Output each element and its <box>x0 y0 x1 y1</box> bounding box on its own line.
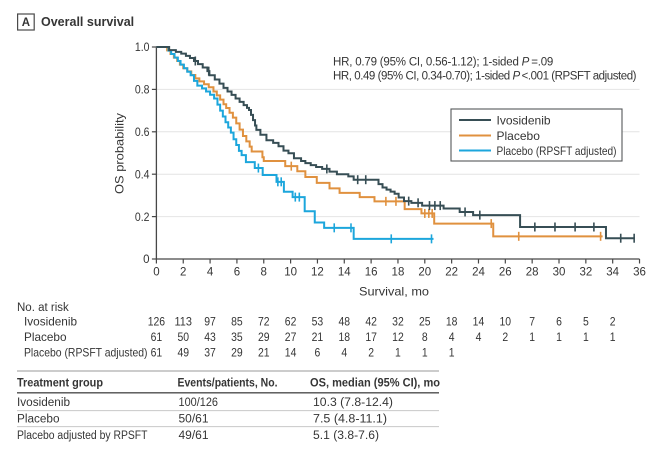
svg-text:43: 43 <box>204 330 216 344</box>
svg-text:4: 4 <box>207 266 214 278</box>
svg-text:1.0: 1.0 <box>135 42 150 54</box>
svg-text:21: 21 <box>312 330 324 344</box>
svg-text:32: 32 <box>579 266 592 278</box>
svg-text:14: 14 <box>473 314 485 328</box>
svg-text:10.3 (7.8-12.4): 10.3 (7.8-12.4) <box>313 397 393 409</box>
svg-text:Placebo adjusted by RPSFT: Placebo adjusted by RPSFT <box>17 430 148 442</box>
svg-text:21: 21 <box>258 346 270 360</box>
svg-text:20: 20 <box>418 266 431 278</box>
svg-text:5.1 (3.8-7.6): 5.1 (3.8-7.6) <box>313 430 379 442</box>
svg-text:1: 1 <box>610 330 616 344</box>
svg-text:2: 2 <box>610 314 616 328</box>
svg-text:49: 49 <box>177 346 189 360</box>
svg-text:97: 97 <box>204 314 216 328</box>
svg-text:49/61: 49/61 <box>179 430 209 442</box>
svg-text:12: 12 <box>311 266 324 278</box>
svg-text:Overall survival: Overall survival <box>41 15 134 29</box>
svg-text:72: 72 <box>258 314 270 328</box>
svg-text:27: 27 <box>285 330 297 344</box>
svg-text:18: 18 <box>338 330 350 344</box>
svg-text:0: 0 <box>143 254 149 266</box>
svg-text:32: 32 <box>392 314 404 328</box>
svg-text:Placebo (RPSFT adjusted): Placebo (RPSFT adjusted) <box>24 346 148 360</box>
svg-text:6: 6 <box>315 346 321 360</box>
svg-text:29: 29 <box>231 346 243 360</box>
svg-text:No. at risk: No. at risk <box>17 302 69 314</box>
svg-text:42: 42 <box>365 314 377 328</box>
svg-text:HR, 0.79 (95% CI, 0.56-1.12);: HR, 0.79 (95% CI, 0.56-1.12); 1-sided P … <box>333 57 553 69</box>
svg-text:48: 48 <box>338 314 350 328</box>
svg-text:5: 5 <box>583 314 589 328</box>
svg-text:36: 36 <box>633 266 646 278</box>
svg-text:18: 18 <box>392 266 405 278</box>
svg-text:Ivosidenib: Ivosidenib <box>497 114 551 128</box>
svg-text:53: 53 <box>312 314 324 328</box>
svg-text:62: 62 <box>285 314 297 328</box>
svg-text:17: 17 <box>365 330 377 344</box>
svg-text:28: 28 <box>526 266 539 278</box>
svg-text:Placebo: Placebo <box>17 414 60 426</box>
svg-text:30: 30 <box>553 266 566 278</box>
svg-text:0.4: 0.4 <box>135 169 150 181</box>
svg-text:16: 16 <box>365 266 378 278</box>
svg-text:8: 8 <box>261 266 267 278</box>
svg-text:8: 8 <box>422 330 428 344</box>
svg-text:1: 1 <box>529 330 535 344</box>
svg-text:0: 0 <box>153 266 159 278</box>
svg-text:Treatment group: Treatment group <box>17 378 103 390</box>
svg-text:OS probability: OS probability <box>113 113 127 194</box>
svg-text:18: 18 <box>446 314 458 328</box>
svg-text:1: 1 <box>422 346 428 360</box>
svg-text:29: 29 <box>258 330 270 344</box>
svg-text:61: 61 <box>151 346 163 360</box>
svg-text:6: 6 <box>234 266 240 278</box>
svg-text:4: 4 <box>449 330 455 344</box>
svg-text:35: 35 <box>231 330 243 344</box>
svg-text:7.5 (4.8-11.1): 7.5 (4.8-11.1) <box>313 414 387 426</box>
svg-text:7: 7 <box>529 314 535 328</box>
svg-text:24: 24 <box>472 266 485 278</box>
svg-text:25: 25 <box>419 314 431 328</box>
svg-text:Ivosidenib: Ivosidenib <box>17 397 70 409</box>
svg-text:4: 4 <box>476 330 482 344</box>
svg-text:1: 1 <box>583 330 589 344</box>
svg-text:0.8: 0.8 <box>135 85 150 97</box>
svg-text:50/61: 50/61 <box>179 414 209 426</box>
svg-text:2: 2 <box>180 266 186 278</box>
svg-text:6: 6 <box>556 314 562 328</box>
svg-text:0.2: 0.2 <box>135 212 150 224</box>
svg-text:Survival, mo: Survival, mo <box>359 285 429 299</box>
svg-text:22: 22 <box>445 266 458 278</box>
svg-text:14: 14 <box>285 346 297 360</box>
svg-text:126: 126 <box>148 314 166 328</box>
svg-text:2: 2 <box>368 346 374 360</box>
svg-text:37: 37 <box>204 346 216 360</box>
svg-text:10: 10 <box>500 314 512 328</box>
svg-text:0.6: 0.6 <box>135 127 150 139</box>
svg-text:50: 50 <box>177 330 189 344</box>
svg-text:OS, median (95% CI), mo: OS, median (95% CI), mo <box>310 378 440 390</box>
svg-text:Placebo (RPSFT adjusted): Placebo (RPSFT adjusted) <box>497 144 617 158</box>
svg-text:Events/patients, No.: Events/patients, No. <box>178 378 278 390</box>
svg-text:26: 26 <box>499 266 512 278</box>
svg-text:Placebo: Placebo <box>497 129 541 143</box>
svg-text:Placebo: Placebo <box>24 330 67 344</box>
svg-text:A: A <box>22 17 30 29</box>
svg-text:100/126: 100/126 <box>179 397 219 409</box>
svg-text:HR, 0.49 (95% CI, 0.34-0.70);: HR, 0.49 (95% CI, 0.34-0.70); 1-sided P … <box>333 71 637 83</box>
svg-text:1: 1 <box>449 346 455 360</box>
svg-text:113: 113 <box>175 314 193 328</box>
svg-text:1: 1 <box>556 330 562 344</box>
svg-text:34: 34 <box>606 266 619 278</box>
svg-text:Ivosidenib: Ivosidenib <box>24 314 77 328</box>
svg-text:12: 12 <box>392 330 404 344</box>
svg-text:85: 85 <box>231 314 243 328</box>
svg-text:1: 1 <box>395 346 401 360</box>
svg-text:4: 4 <box>341 346 347 360</box>
svg-text:10: 10 <box>284 266 297 278</box>
svg-text:61: 61 <box>151 330 163 344</box>
svg-text:14: 14 <box>338 266 351 278</box>
svg-text:2: 2 <box>502 330 508 344</box>
